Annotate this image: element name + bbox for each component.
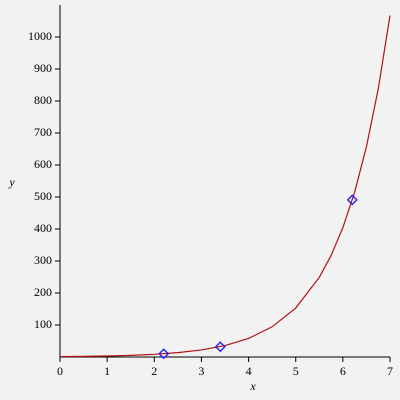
y-tick-label: 800 — [34, 93, 52, 107]
y-tick-label: 400 — [34, 221, 52, 235]
curve — [60, 15, 391, 358]
x-tick-label: 7 — [387, 364, 393, 378]
data-point — [214, 341, 226, 353]
data-point — [346, 194, 358, 206]
x-tick-label: 0 — [57, 364, 63, 378]
x-tick-label: 6 — [340, 364, 346, 378]
y-tick-label: 500 — [34, 189, 52, 203]
y-axis-label: y — [8, 175, 15, 189]
x-tick-label: 4 — [246, 364, 252, 378]
y-tick-label: 600 — [34, 157, 52, 171]
x-tick-label: 1 — [104, 364, 110, 378]
x-tick-label: 3 — [198, 364, 204, 378]
y-tick-label: 900 — [34, 61, 52, 75]
x-tick-label: 5 — [293, 364, 299, 378]
y-tick-label: 300 — [34, 253, 52, 267]
y-tick-label: 200 — [34, 285, 52, 299]
data-point — [158, 348, 170, 360]
x-axis-label: x — [249, 379, 256, 393]
y-tick-label: 700 — [34, 125, 52, 139]
y-tick-label: 100 — [34, 317, 52, 331]
y-tick-label: 1000 — [28, 29, 52, 43]
x-tick-label: 2 — [151, 364, 157, 378]
